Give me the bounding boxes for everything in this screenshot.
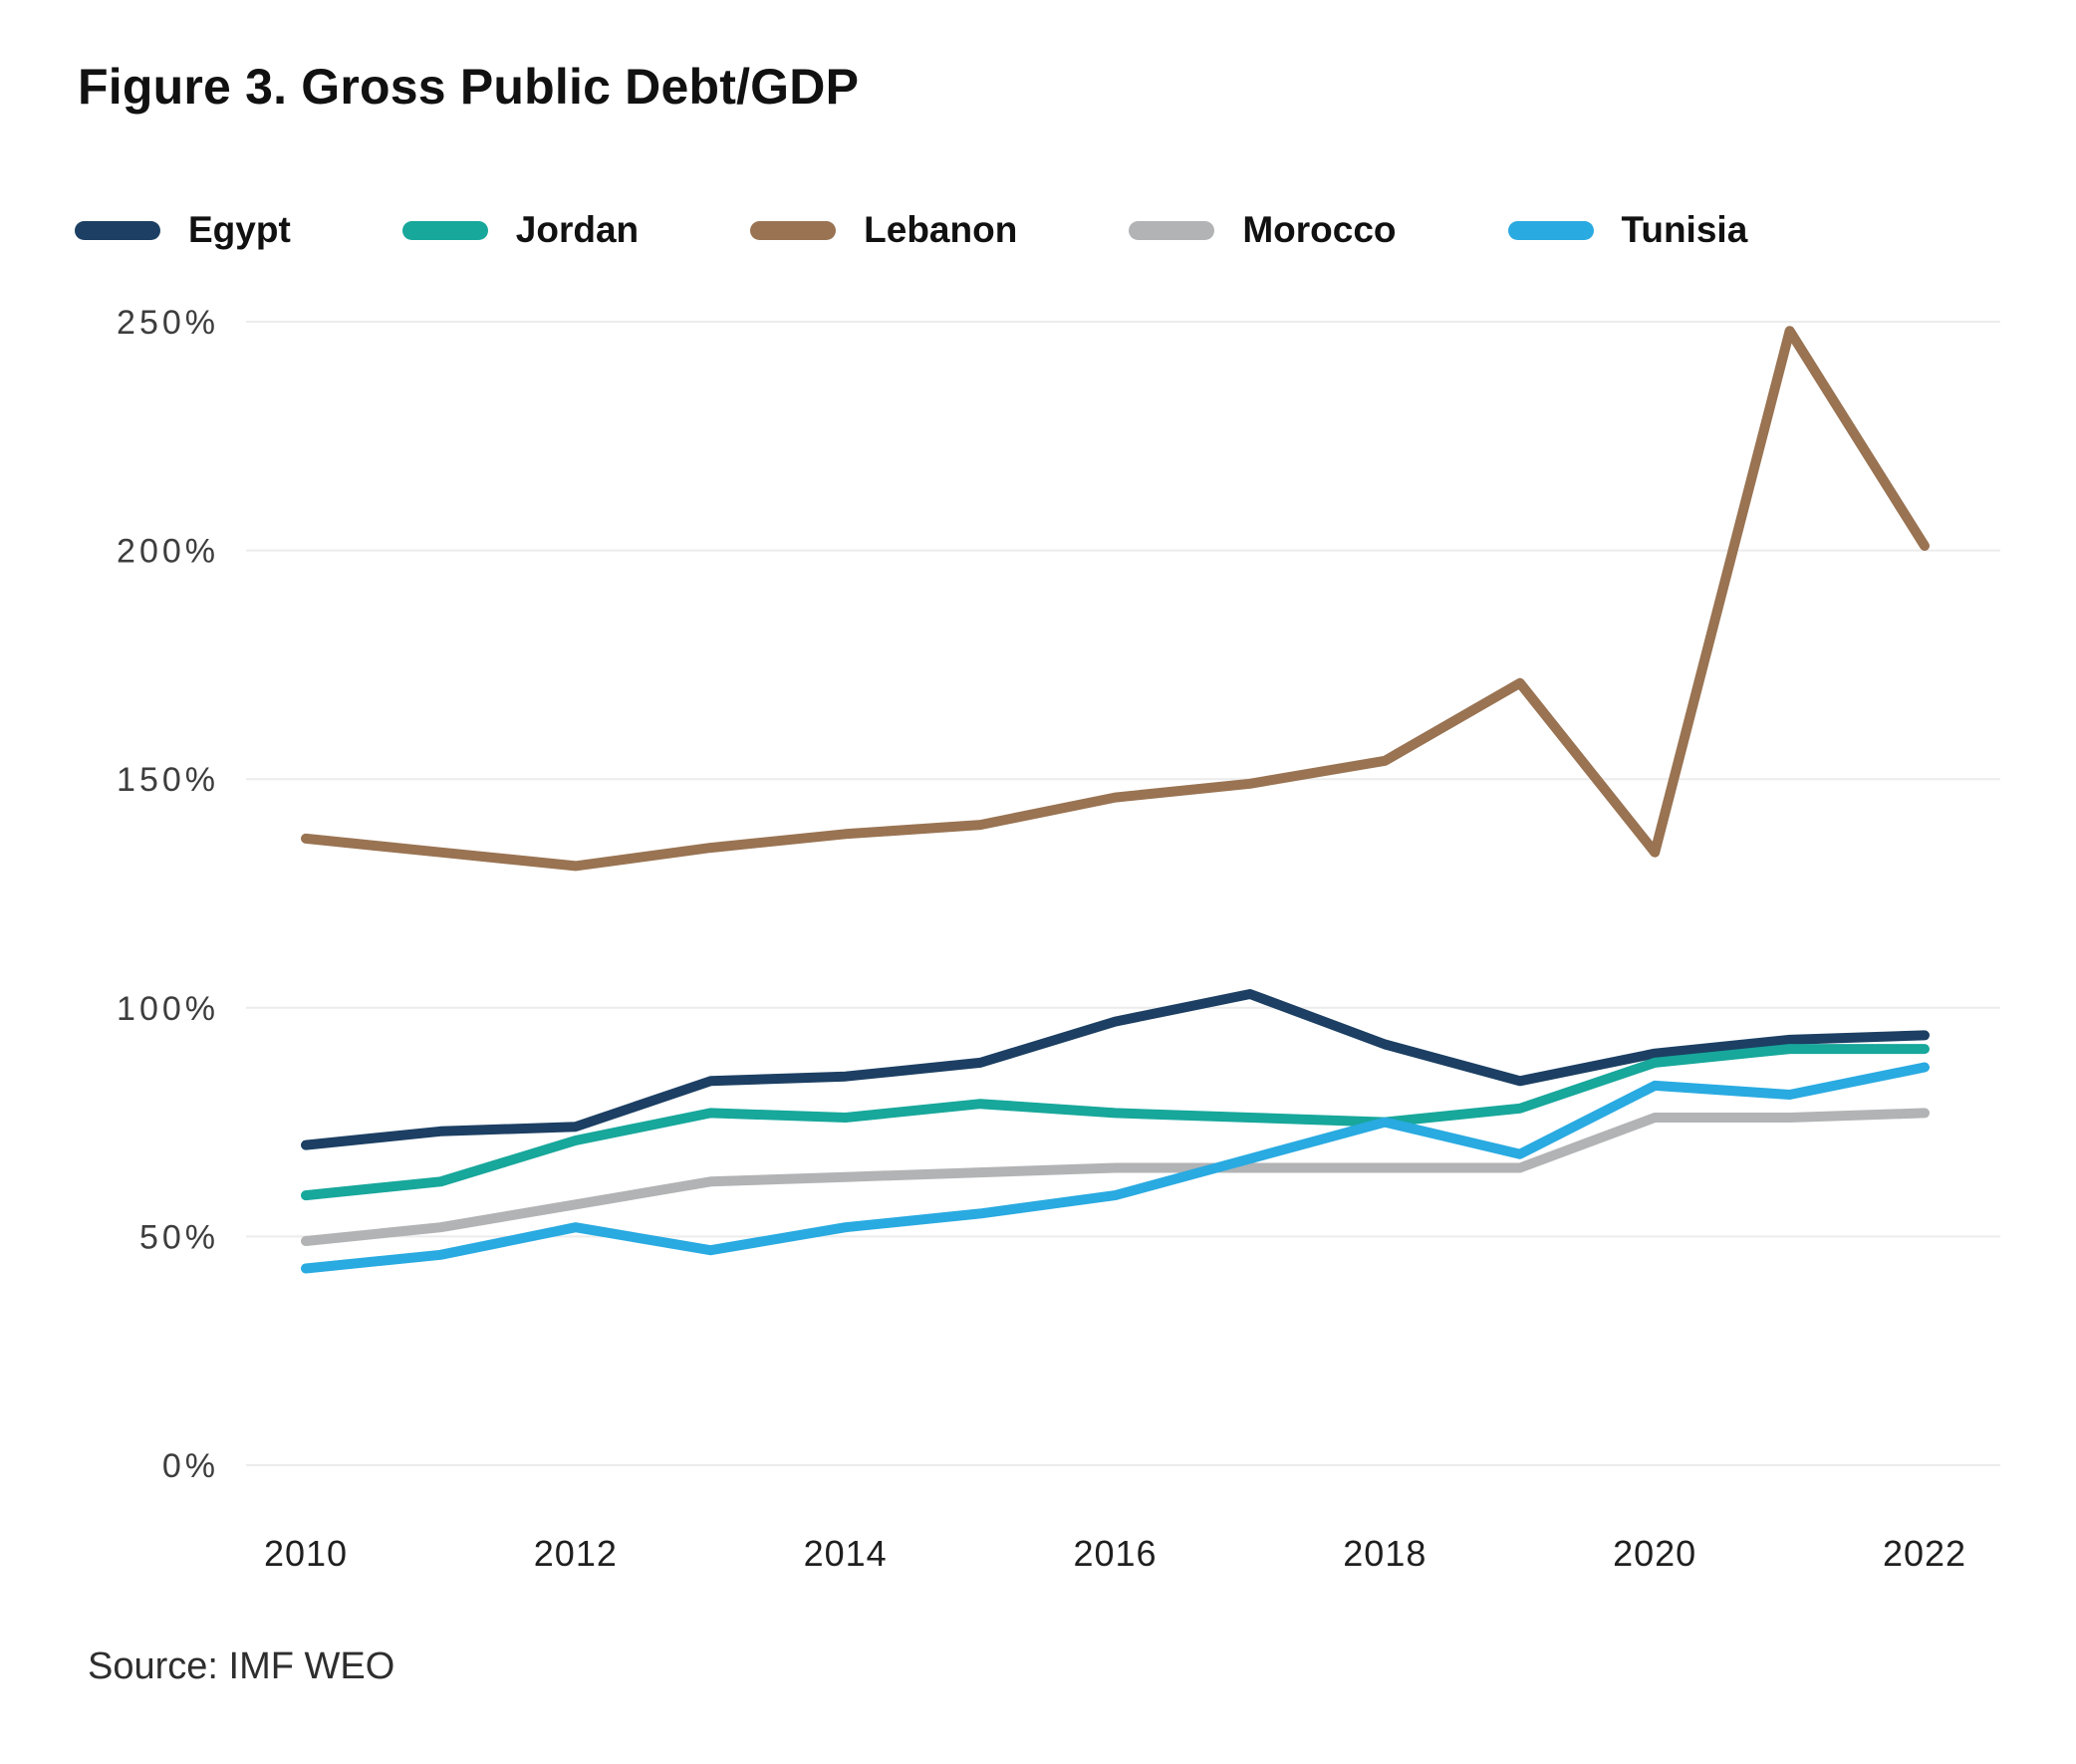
y-tick-label: 200%	[117, 533, 219, 571]
y-tick-label: 150%	[117, 761, 219, 799]
x-tick-label: 2012	[534, 1533, 618, 1574]
legend-swatch-lebanon	[750, 220, 837, 240]
legend-item-tunisia: Tunisia	[1507, 209, 1748, 251]
series-line-tunisia	[301, 1062, 1930, 1274]
legend-item-jordan: Jordan	[401, 209, 640, 251]
legend-item-lebanon: Lebanon	[750, 209, 1017, 251]
legend-label: Lebanon	[864, 209, 1018, 250]
x-tick-label: 2016	[1073, 1533, 1157, 1574]
legend-swatch-morocco	[1129, 220, 1215, 240]
legend-label: Tunisia	[1621, 209, 1748, 250]
x-tick-label: 2010	[264, 1533, 348, 1574]
x-tick-label: 2022	[1883, 1533, 1966, 1574]
legend-item-morocco: Morocco	[1129, 209, 1397, 251]
series-line-egypt	[301, 989, 1930, 1150]
legend-swatch-egypt	[75, 220, 160, 240]
chart-legend: Egypt Jordan Lebanon Morocco Tunisia	[75, 209, 1747, 251]
legend-swatch-jordan	[401, 220, 488, 240]
legend-label: Morocco	[1242, 209, 1397, 250]
figure-title: Figure 3. Gross Public Debt/GDP	[78, 59, 860, 115]
y-tick-label: 0%	[162, 1447, 219, 1485]
y-tick-label: 250%	[117, 304, 219, 342]
source-note: Source: IMF WEO	[88, 1645, 395, 1687]
y-tick-label: 100%	[117, 990, 219, 1028]
x-tick-label: 2014	[804, 1533, 888, 1574]
x-tick-label: 2020	[1613, 1533, 1696, 1574]
y-tick-label: 50%	[139, 1218, 219, 1256]
legend-label: Jordan	[515, 209, 640, 250]
series-line-lebanon	[301, 326, 1930, 872]
legend-item-egypt: Egypt	[75, 209, 291, 251]
x-tick-label: 2018	[1343, 1533, 1427, 1574]
legend-label: Egypt	[188, 209, 291, 250]
series-line-morocco	[301, 1108, 1930, 1246]
series-line-jordan	[301, 1044, 1930, 1201]
legend-swatch-tunisia	[1507, 220, 1594, 240]
